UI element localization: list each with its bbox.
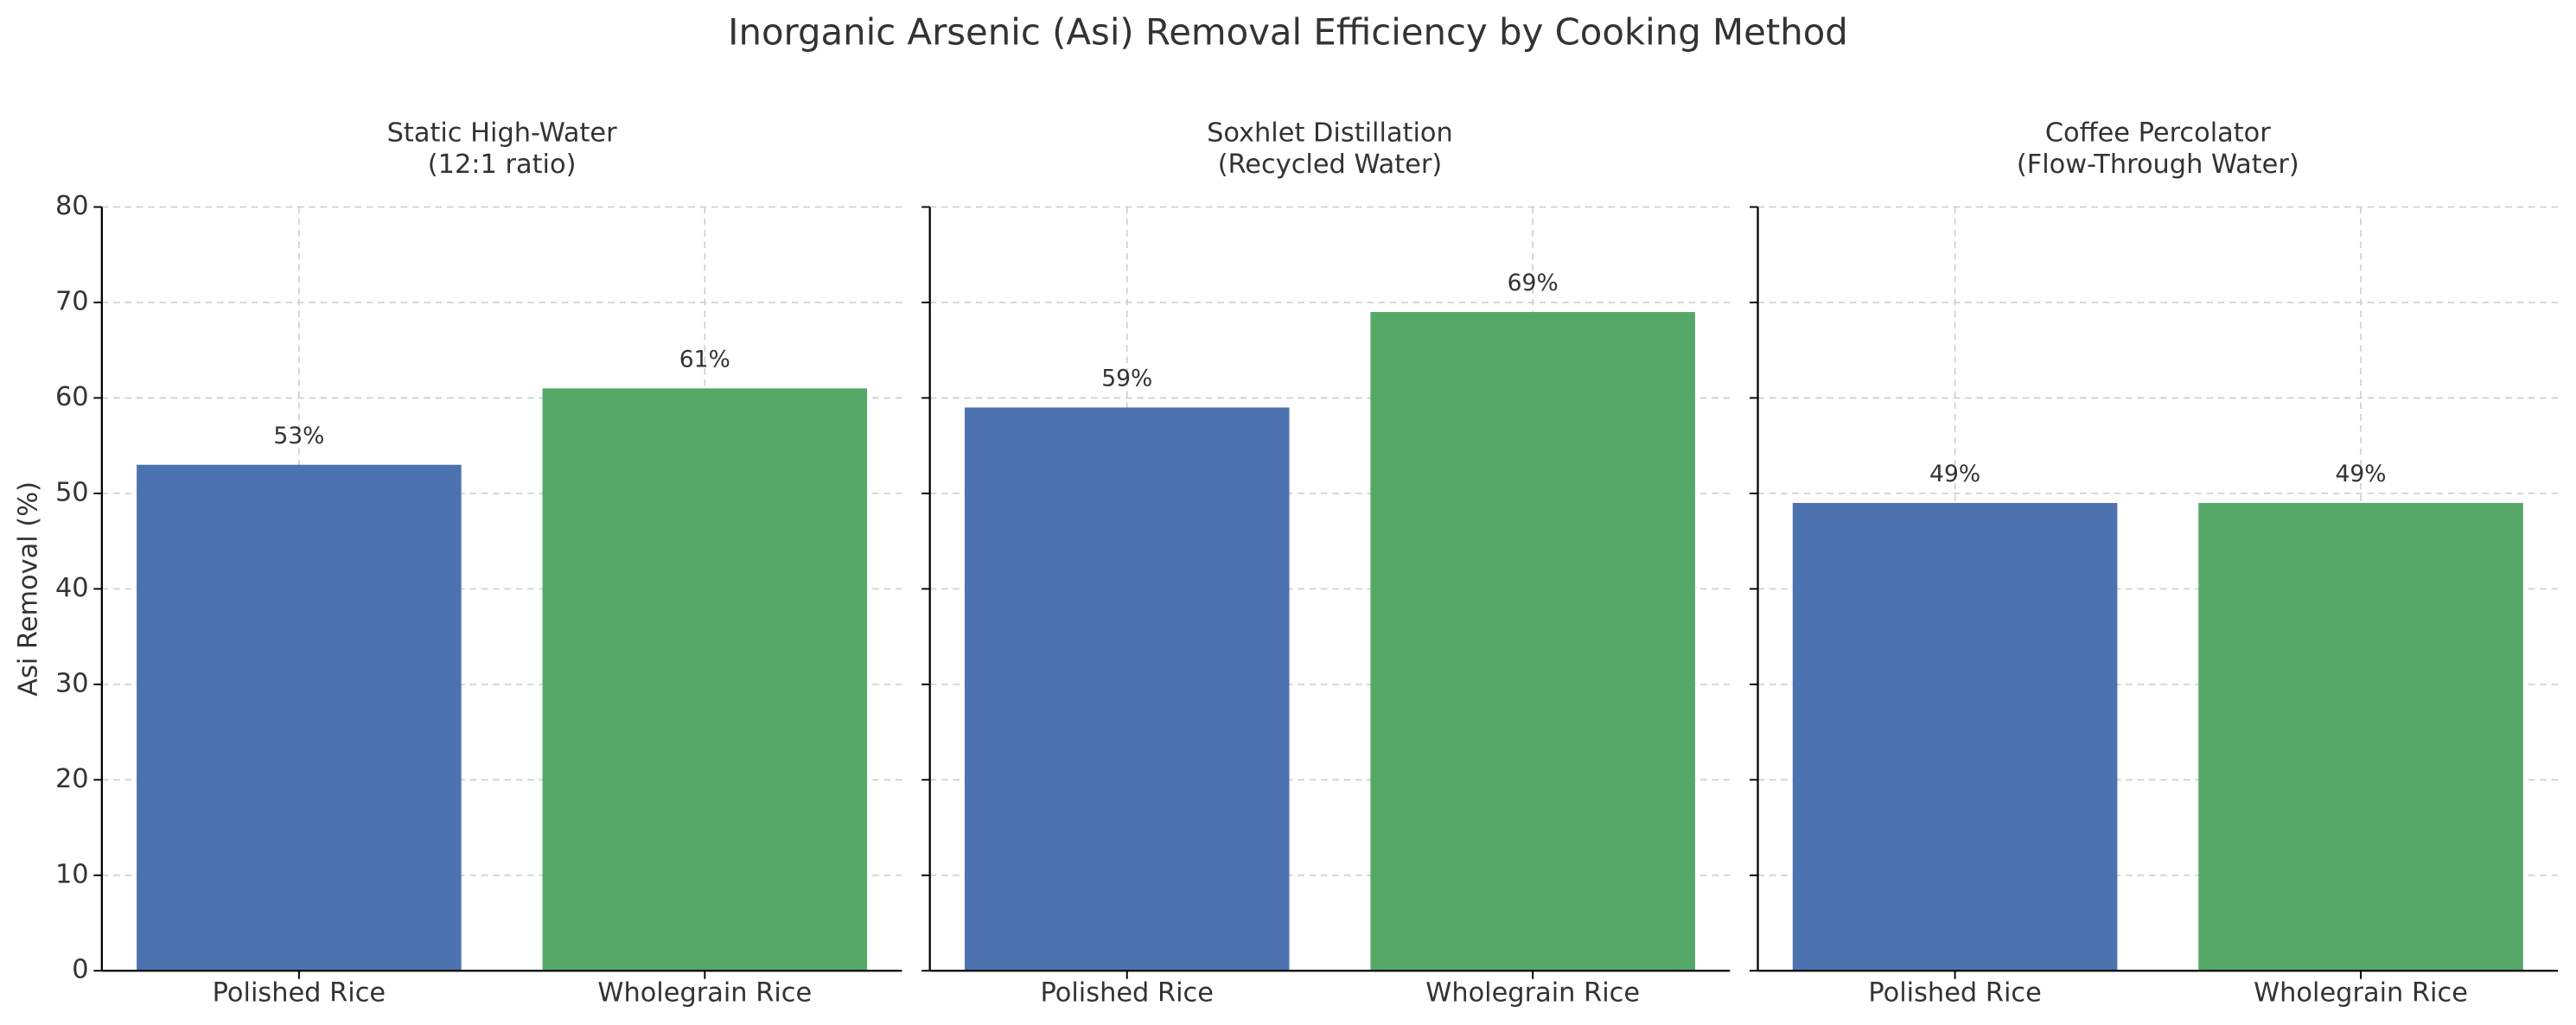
x-tick-label: Wholegrain Rice xyxy=(597,977,812,1008)
bar xyxy=(1792,502,2118,971)
value-label: 49% xyxy=(1929,461,1980,487)
value-label: 59% xyxy=(1101,366,1152,392)
bar xyxy=(964,407,1290,971)
value-label: 69% xyxy=(1508,270,1559,296)
subplot-title: Coffee Percolator (Flow-Through Water) xyxy=(2017,118,2299,179)
bar xyxy=(2198,502,2523,971)
bar xyxy=(1370,312,1695,971)
bar xyxy=(542,388,868,971)
value-label: 49% xyxy=(2335,461,2386,487)
x-tick-label: Polished Rice xyxy=(213,977,386,1008)
x-tick-label: Polished Rice xyxy=(1041,977,1214,1008)
value-label: 61% xyxy=(679,347,730,373)
subplot-title: Static High-Water (12:1 ratio) xyxy=(387,118,617,179)
x-tick-label: Wholegrain Rice xyxy=(2254,977,2468,1008)
y-tick-label: 70 xyxy=(55,286,89,316)
y-tick-label: 50 xyxy=(55,477,89,507)
y-tick-label: 10 xyxy=(55,859,89,889)
subplot-title: Soxhlet Distillation (Recycled Water) xyxy=(1207,118,1453,179)
y-tick-label: 20 xyxy=(55,764,89,794)
y-tick-label: 0 xyxy=(72,955,88,985)
figure-title: Inorganic Arsenic (Asi) Removal Efficien… xyxy=(728,10,1848,53)
x-tick-label: Polished Rice xyxy=(1868,977,2041,1008)
y-tick-label: 30 xyxy=(55,668,89,698)
y-axis-label: Asi Removal (%) xyxy=(14,481,44,697)
bar xyxy=(137,464,462,971)
y-tick-label: 60 xyxy=(55,382,89,412)
y-tick-label: 40 xyxy=(55,573,89,603)
value-label: 53% xyxy=(273,423,324,449)
y-tick-label: 80 xyxy=(55,191,89,221)
x-tick-label: Wholegrain Rice xyxy=(1425,977,1640,1008)
